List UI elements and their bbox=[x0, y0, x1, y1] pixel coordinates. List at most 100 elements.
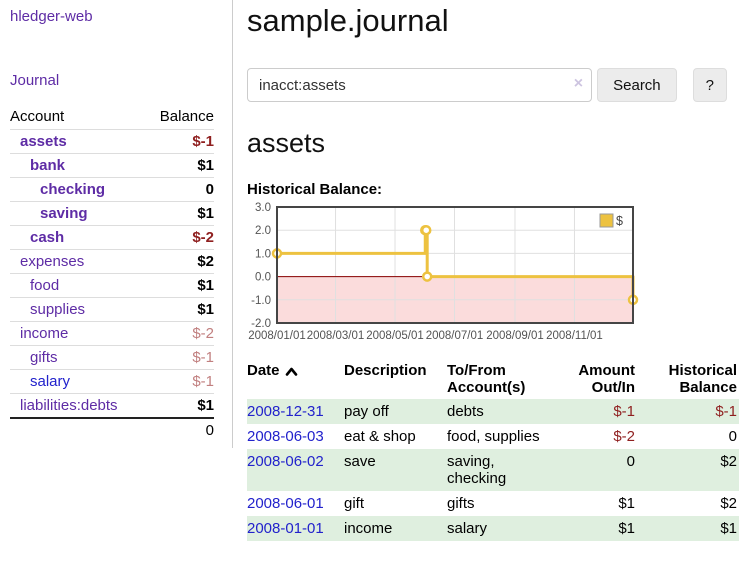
transaction-accounts: salary bbox=[447, 520, 488, 537]
accounts-table: Account Balance assets $-1 bank $1 check… bbox=[10, 105, 214, 442]
y-axis-tick: 1.0 bbox=[255, 248, 271, 260]
account-link-cash[interactable]: cash bbox=[30, 229, 65, 246]
register-row: 2008-12-31 pay off debts $-1 $-1 bbox=[247, 399, 739, 424]
transaction-balance: $-1 bbox=[715, 403, 737, 420]
transaction-date-link[interactable]: 2008-06-01 bbox=[247, 495, 324, 512]
historical-balance-chart: 3.0 2.0 1.0 0.0 -1.0 -2.0 2008/01/01 2008/03/01… bbox=[247, 202, 727, 349]
account-link-assets[interactable]: assets bbox=[20, 133, 67, 150]
account-balance: $1 bbox=[145, 201, 214, 226]
transaction-amount: 0 bbox=[626, 453, 635, 470]
account-row: cash $-2 bbox=[10, 225, 214, 250]
account-link-expenses[interactable]: expenses bbox=[20, 253, 85, 270]
transaction-accounts: food, supplies bbox=[447, 428, 540, 445]
register-row: 2008-06-03 eat & shop food, supplies $-2… bbox=[247, 424, 739, 449]
x-axis-tick: 2008/05/01 bbox=[366, 330, 424, 342]
main-content: sample.journal × Search ? assets Histori… bbox=[233, 0, 739, 541]
register-header-accounts: To/From Account(s) bbox=[447, 362, 526, 396]
register-header-description: Description bbox=[344, 362, 427, 379]
search-input-wrap: × bbox=[247, 68, 593, 102]
transaction-accounts: gifts bbox=[447, 495, 475, 512]
register-header-date[interactable]: Date bbox=[247, 359, 344, 399]
x-axis-tick: 2008/11/01 bbox=[546, 330, 603, 342]
account-link-supplies[interactable]: supplies bbox=[30, 301, 86, 318]
account-link-liabilities-debts[interactable]: liabilities:debts bbox=[20, 397, 118, 414]
legend-label: $ bbox=[616, 214, 623, 228]
accounts-header-account: Account bbox=[10, 108, 65, 125]
account-link-checking[interactable]: checking bbox=[40, 181, 106, 198]
account-row: supplies $1 bbox=[10, 297, 214, 322]
transaction-balance: $1 bbox=[720, 520, 737, 537]
register-header-row: Date Description To/From Account(s) Amou… bbox=[247, 359, 739, 399]
account-balance: $1 bbox=[145, 297, 214, 322]
transaction-date-link[interactable]: 2008-06-03 bbox=[247, 428, 324, 445]
search-input[interactable] bbox=[247, 68, 593, 102]
search-help-button[interactable]: ? bbox=[692, 68, 727, 102]
account-link-saving[interactable]: saving bbox=[40, 205, 88, 222]
accounts-header-balance: Balance bbox=[159, 108, 214, 125]
sidebar: hledger-web Journal Account Balance asse… bbox=[0, 0, 233, 448]
transaction-description: eat & shop bbox=[344, 428, 416, 445]
account-balance: $-1 bbox=[145, 129, 214, 154]
register-header-balance: Historical Balance bbox=[668, 362, 737, 396]
account-link-gifts[interactable]: gifts bbox=[30, 349, 58, 366]
transaction-date-link[interactable]: 2008-12-31 bbox=[247, 403, 324, 420]
account-balance: $-1 bbox=[145, 369, 214, 394]
transaction-date-link[interactable]: 2008-06-02 bbox=[247, 453, 324, 470]
account-row: saving $1 bbox=[10, 201, 214, 226]
y-axis-tick: 0.0 bbox=[255, 272, 271, 284]
account-row: gifts $-1 bbox=[10, 345, 214, 370]
x-axis-tick: 2008/01/01 bbox=[248, 330, 306, 342]
y-axis-tick: -2.0 bbox=[251, 318, 271, 330]
account-balance: $2 bbox=[145, 249, 214, 274]
transaction-amount: $1 bbox=[618, 495, 635, 512]
account-row: expenses $2 bbox=[10, 249, 214, 274]
account-row: salary $-1 bbox=[10, 369, 214, 394]
transaction-description: save bbox=[344, 453, 376, 470]
account-balance: $1 bbox=[145, 273, 214, 298]
chart-heading: Historical Balance: bbox=[247, 181, 383, 198]
accounts-header-row: Account Balance bbox=[10, 105, 214, 130]
account-link-food[interactable]: food bbox=[30, 277, 60, 294]
accounts-total-value: 0 bbox=[145, 417, 214, 442]
account-row: assets $-1 bbox=[10, 129, 214, 154]
account-balance: $-2 bbox=[145, 225, 214, 250]
sort-ascending-icon bbox=[285, 363, 298, 380]
account-link-income[interactable]: income bbox=[20, 325, 69, 342]
transaction-balance: $2 bbox=[720, 495, 737, 512]
x-axis-tick: 2008/09/01 bbox=[486, 330, 544, 342]
data-point-marker bbox=[421, 271, 433, 282]
register-header-amount: Amount Out/In bbox=[578, 362, 635, 396]
account-link-salary[interactable]: salary bbox=[30, 373, 71, 390]
x-axis-tick: 2008/03/01 bbox=[307, 330, 365, 342]
account-balance: $1 bbox=[145, 153, 214, 178]
transaction-amount: $-1 bbox=[613, 403, 635, 420]
account-row: checking 0 bbox=[10, 177, 214, 202]
transaction-accounts: saving, checking bbox=[447, 453, 507, 487]
transaction-balance: 0 bbox=[728, 428, 737, 445]
search-button[interactable]: Search bbox=[597, 68, 677, 102]
transaction-description: income bbox=[344, 520, 393, 537]
page-title: sample.journal bbox=[247, 3, 449, 38]
account-row: food $1 bbox=[10, 273, 214, 298]
account-balance: $-1 bbox=[145, 345, 214, 370]
account-balance: $1 bbox=[145, 393, 214, 418]
account-balance: 0 bbox=[145, 177, 214, 202]
register-table: Date Description To/From Account(s) Amou… bbox=[247, 359, 739, 541]
account-heading: assets bbox=[247, 128, 326, 158]
sidebar-item-journal[interactable]: Journal bbox=[10, 72, 60, 89]
transaction-date-link[interactable]: 2008-01-01 bbox=[247, 520, 324, 537]
y-axis-tick: -1.0 bbox=[251, 295, 271, 307]
transaction-description: gift bbox=[344, 495, 365, 512]
data-point-marker bbox=[420, 224, 432, 236]
y-axis-tick: 3.0 bbox=[255, 202, 271, 214]
clear-search-icon[interactable]: × bbox=[573, 75, 584, 92]
app-brand-link[interactable]: hledger-web bbox=[10, 8, 93, 25]
transaction-balance: $2 bbox=[720, 453, 737, 470]
account-link-bank[interactable]: bank bbox=[30, 157, 66, 174]
x-axis-tick: 2008/07/01 bbox=[426, 330, 484, 342]
accounts-total-row: 0 bbox=[10, 417, 214, 442]
register-row: 2008-01-01 income salary $1 $1 bbox=[247, 516, 739, 541]
account-balance: $-2 bbox=[145, 321, 214, 346]
page: hledger-web Journal Account Balance asse… bbox=[0, 0, 739, 541]
